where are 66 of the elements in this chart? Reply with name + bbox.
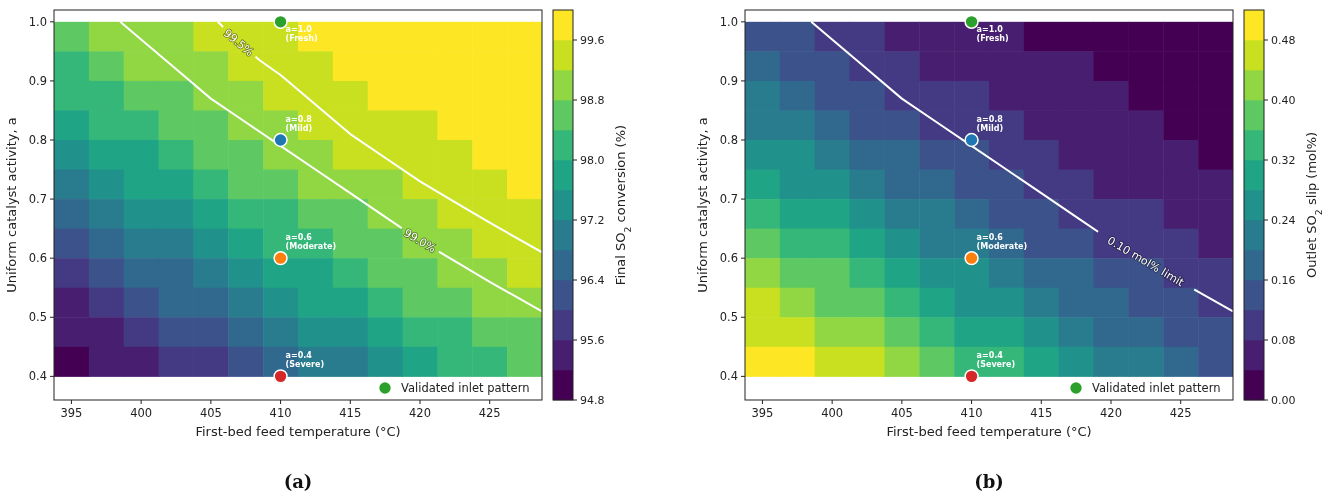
y-tick-label: 0.7 xyxy=(719,192,738,207)
color-bar-label: 98.0 xyxy=(580,154,605,167)
point xyxy=(273,14,288,29)
color-bar-label: 95.6 xyxy=(580,334,605,347)
point xyxy=(964,14,979,29)
y-tick-label: 0.5 xyxy=(28,310,47,325)
x-tick-label: 415 xyxy=(339,406,362,420)
x-tick-label: 395 xyxy=(60,406,83,420)
point xyxy=(273,251,288,266)
color-bar-label: 98.8 xyxy=(580,94,605,107)
color-bar-label: 0.48 xyxy=(1271,34,1296,47)
annotation: a=1.0 (Fresh) xyxy=(285,24,318,43)
y-tick-label: 1.0 xyxy=(719,14,738,29)
point xyxy=(964,132,979,148)
point xyxy=(964,251,979,266)
color-bar-label: 99.6 xyxy=(580,34,605,47)
legend-label: Validated inlet pattern xyxy=(1092,381,1221,395)
x-tick-label: 420 xyxy=(1100,406,1122,420)
y-tick-label: 0.8 xyxy=(28,133,47,147)
x-tick-label: 420 xyxy=(409,406,431,420)
y-tick-label: 0.7 xyxy=(28,192,47,207)
y-tick-label: 0.5 xyxy=(719,310,738,325)
y-axis-title: Uniform catalyst activity, a xyxy=(4,117,19,293)
annotation: a=0.6 (Moderate) xyxy=(976,233,1028,252)
annotation: a=0.4 (Severe) xyxy=(285,351,325,370)
x-tick-label: 395 xyxy=(751,406,774,420)
text: (b) xyxy=(974,471,1004,492)
x-tick-label: 410 xyxy=(960,406,983,420)
annotation: a=0.8 (Mild) xyxy=(285,115,313,133)
y-tick-label: 0.9 xyxy=(28,73,47,88)
x-tick-label: 405 xyxy=(199,406,222,420)
text: (a) xyxy=(283,471,313,492)
x-tick-label: 400 xyxy=(130,406,153,420)
x-tick-label: 400 xyxy=(821,406,844,420)
annotation: a=0.6 (Moderate) xyxy=(285,233,337,252)
point xyxy=(273,369,288,384)
x-tick-label: 425 xyxy=(478,406,501,420)
x-tick-label: 415 xyxy=(1030,406,1053,420)
annotation: a=0.8 (Mild) xyxy=(976,115,1004,133)
annotation: a=1.0 (Fresh) xyxy=(976,24,1009,43)
x-tick-label: 425 xyxy=(1169,406,1192,420)
point xyxy=(273,132,288,148)
y-tick-label: 0.4 xyxy=(719,369,738,384)
color-bar-label: 0.32 xyxy=(1271,154,1296,167)
color-bar-label: 94.8 xyxy=(580,394,605,407)
y-tick-label: 0.6 xyxy=(719,251,738,266)
x-axis-title: First-bed feed temperature (°C) xyxy=(195,424,401,439)
x-tick-label: 410 xyxy=(269,406,292,420)
y-tick-label: 0.4 xyxy=(28,369,47,384)
annotation: a=0.4 (Severe) xyxy=(976,351,1016,370)
color-bar-label: 97.2 xyxy=(580,214,605,227)
y-tick-label: 0.6 xyxy=(28,251,47,266)
color-bar-label: 0.40 xyxy=(1271,94,1296,107)
color-bar-label: 0.16 xyxy=(1271,274,1296,287)
color-bar-label: 0.24 xyxy=(1271,214,1296,227)
y-tick-label: 0.8 xyxy=(719,133,738,147)
color-bar-label: 0.08 xyxy=(1271,334,1296,347)
x-axis-title: First-bed feed temperature (°C) xyxy=(886,424,1092,439)
y-tick-label: 1.0 xyxy=(28,14,47,29)
x-tick-label: 405 xyxy=(890,406,913,420)
point xyxy=(964,369,979,384)
legend-label: Validated inlet pattern xyxy=(401,381,530,395)
y-axis-title: Uniform catalyst activity, a xyxy=(695,117,710,293)
y-tick-label: 0.9 xyxy=(719,73,738,88)
color-bar-label: 0.00 xyxy=(1271,394,1296,407)
color-bar-label: 96.4 xyxy=(580,274,605,287)
